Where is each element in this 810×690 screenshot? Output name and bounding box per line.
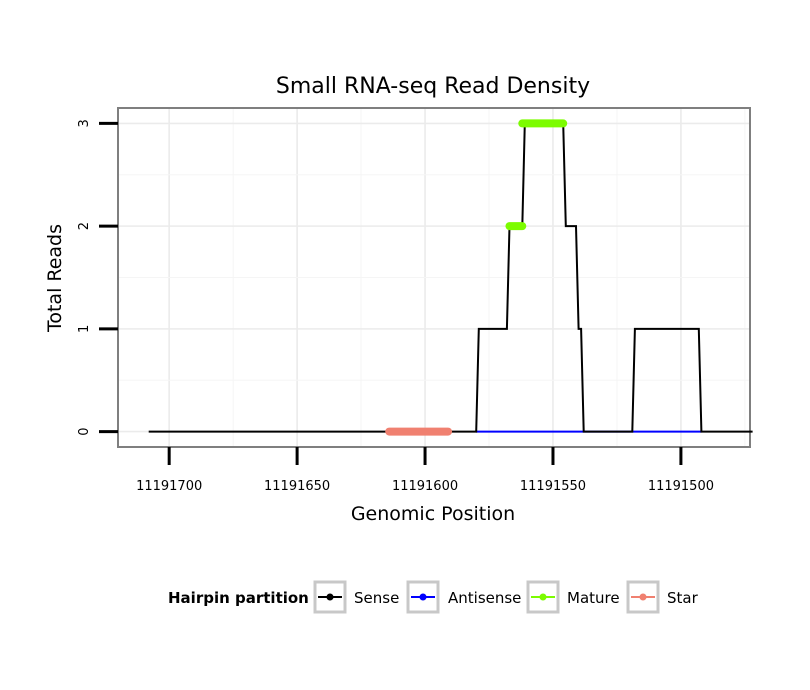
legend-item-sense: Sense xyxy=(313,580,399,614)
sense-series-line xyxy=(148,122,753,433)
x-tick-label: 11191550 xyxy=(520,479,586,494)
y-axis-title: Total Reads xyxy=(44,224,66,333)
y-axis: 0 1 2 3 xyxy=(77,119,118,436)
series-layer xyxy=(148,119,753,436)
x-tick-label: 11191600 xyxy=(392,479,458,494)
plot-border xyxy=(117,107,751,448)
x-axis: 11191700 11191650 11191600 11191550 11191500 xyxy=(136,447,714,494)
x-tick-label: 11191650 xyxy=(264,479,330,494)
legend-item-mature: Mature xyxy=(526,580,620,614)
y-tick-label: 2 xyxy=(77,222,92,230)
legend-label: Antisense xyxy=(448,589,521,607)
y-tick-label: 3 xyxy=(77,119,92,127)
y-tick-label: 0 xyxy=(77,427,92,435)
legend-label: Sense xyxy=(354,589,399,607)
legend-title: Hairpin partition xyxy=(168,589,309,607)
grid xyxy=(118,108,750,447)
x-tick-label: 11191500 xyxy=(648,479,714,494)
y-tick-label: 1 xyxy=(77,325,92,333)
x-axis-title: Genomic Position xyxy=(351,503,515,525)
legend: Hairpin partition Sense Antisense Mature St… xyxy=(168,580,699,614)
legend-label: Mature xyxy=(567,589,620,607)
x-tick-label: 11191700 xyxy=(136,479,202,494)
legend-label: Star xyxy=(667,589,699,607)
legend-item-antisense: Antisense xyxy=(406,580,521,614)
legend-key-point xyxy=(639,593,647,601)
chart-title: Small RNA-seq Read Density xyxy=(276,74,590,99)
legend-key-point xyxy=(419,593,427,601)
legend-key-point xyxy=(539,593,547,601)
legend-key-point xyxy=(326,593,334,601)
legend-item-star: Star xyxy=(626,580,699,614)
